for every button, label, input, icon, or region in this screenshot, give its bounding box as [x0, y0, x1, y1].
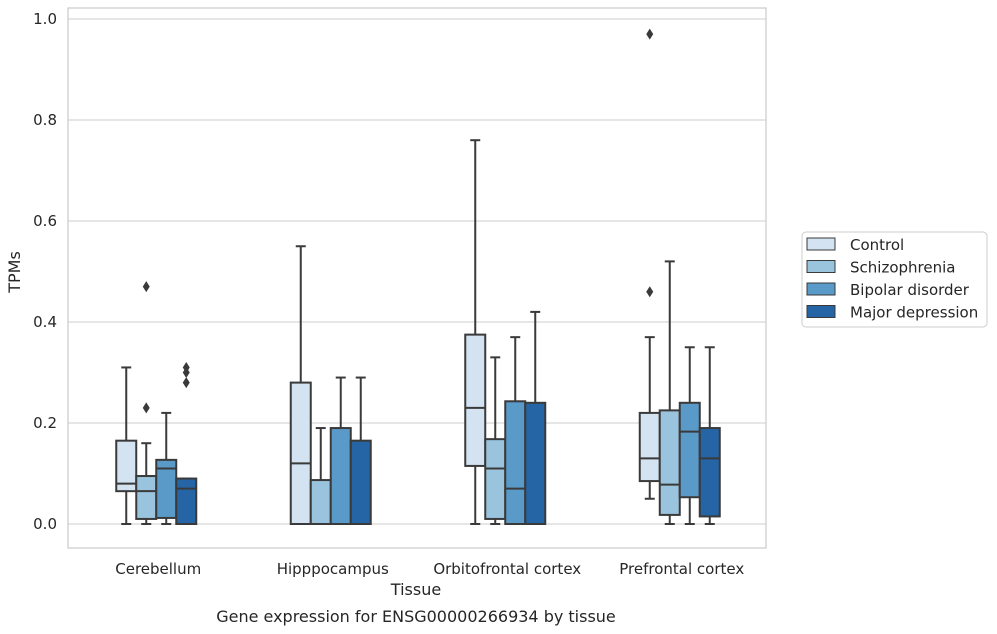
box: [524, 401, 547, 525]
legend-label: Bipolar disorder: [850, 281, 970, 299]
legend-swatch: [806, 260, 836, 273]
x-axis: Cerebellum Hipppocampus Orbitofrontal cort…: [115, 560, 744, 578]
legend: Control Schizophrenia Bipolar disorder Majo…: [801, 231, 988, 328]
y-axis: 0.0 0.2 0.4 0.6 0.8 1.0: [33, 10, 57, 533]
outlier-marker: [142, 402, 150, 414]
box: [309, 479, 332, 526]
box-bipolar-disorder: [329, 376, 352, 525]
outlier-marker: [646, 28, 654, 40]
box: [678, 401, 701, 499]
y-tick-label: 0.8: [33, 111, 57, 129]
y-tick-label: 0.0: [33, 515, 57, 533]
box: [504, 400, 527, 525]
box-major-depression: [175, 361, 198, 525]
box: [115, 439, 138, 493]
box: [175, 477, 198, 525]
x-tick-label: Orbitofrontal cortex: [433, 560, 581, 578]
legend-label: Major depression: [850, 304, 978, 322]
box-bipolar-disorder: [678, 346, 701, 525]
box-schizophrenia: [484, 356, 507, 525]
box-series: [115, 28, 721, 526]
x-tick-label: Hipppocampus: [277, 560, 389, 578]
chart-caption: Gene expression for ENSG00000266934 by t…: [216, 607, 616, 626]
plot-frame: [67, 7, 767, 549]
box: [135, 475, 158, 520]
box: [658, 409, 681, 516]
y-tick-label: 0.4: [33, 313, 57, 331]
outlier-marker: [142, 281, 150, 293]
box-major-depression: [524, 310, 547, 525]
box-bipolar-disorder: [504, 336, 527, 525]
legend-swatch: [806, 237, 836, 251]
legend-label: Control: [850, 236, 904, 254]
box: [329, 427, 352, 525]
x-tick-label: Prefrontal cortex: [619, 560, 744, 578]
box-control: [464, 139, 487, 525]
y-tick-label: 0.2: [33, 414, 57, 432]
legend-swatch: [806, 282, 836, 296]
box-major-depression: [698, 346, 721, 525]
box-control: [115, 366, 138, 525]
box: [698, 427, 721, 518]
box: [638, 411, 661, 483]
box-control: [638, 28, 661, 500]
box-control: [289, 245, 312, 525]
y-tick-label: 0.6: [33, 212, 57, 230]
outlier-marker: [182, 361, 190, 373]
y-tick-label: 1.0: [33, 10, 57, 28]
box: [349, 439, 372, 525]
x-tick-label: Cerebellum: [115, 560, 201, 578]
y-axis-title: TPMs: [5, 251, 24, 294]
outlier-marker: [182, 377, 190, 389]
outlier-marker: [646, 286, 654, 298]
box: [464, 333, 487, 467]
box-schizophrenia: [658, 260, 681, 525]
box-major-depression: [349, 376, 372, 525]
box: [289, 381, 312, 525]
box: [484, 438, 507, 520]
box-schizophrenia: [135, 281, 158, 525]
x-axis-title: Tissue: [390, 580, 441, 599]
legend-frame: [801, 231, 988, 328]
legend-label: Schizophrenia: [850, 259, 955, 277]
legend-swatch: [806, 305, 836, 318]
